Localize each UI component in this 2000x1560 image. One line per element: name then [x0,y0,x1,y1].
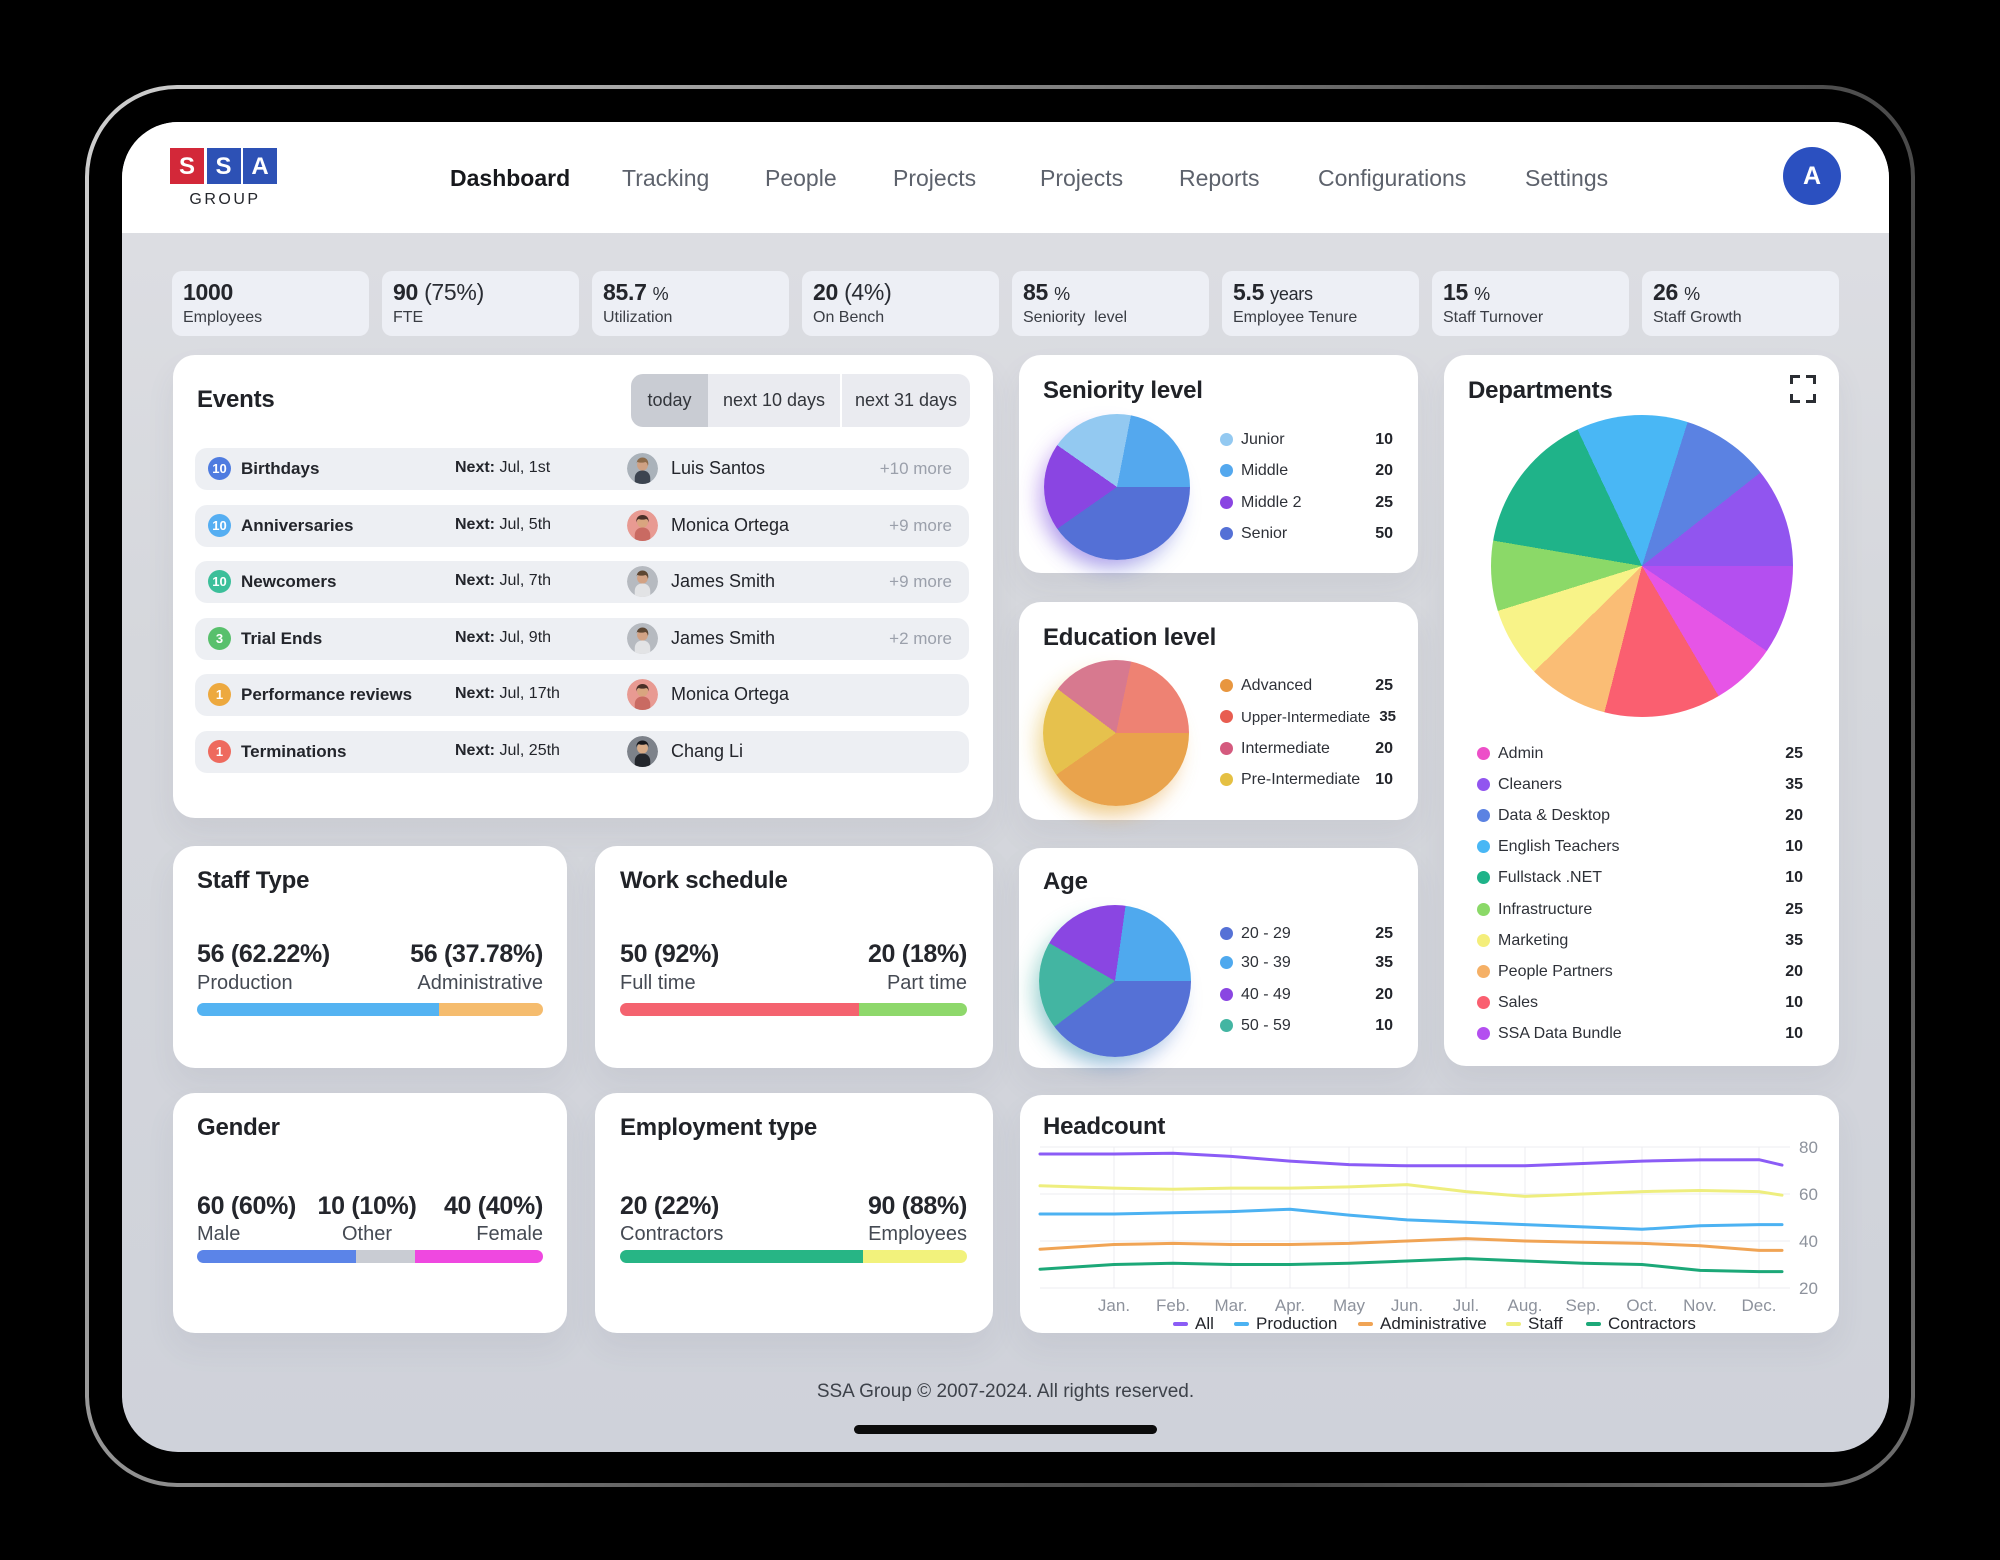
svg-text:Mar.: Mar. [1214,1296,1247,1315]
svg-text:80: 80 [1799,1138,1818,1157]
svg-text:40: 40 [1799,1232,1818,1251]
svg-text:60: 60 [1799,1185,1818,1204]
svg-text:20: 20 [1799,1279,1818,1298]
svg-text:Contractors: Contractors [1608,1314,1696,1333]
svg-text:Sep.: Sep. [1566,1296,1601,1315]
svg-text:Production: Production [1256,1314,1337,1333]
svg-text:Staff: Staff [1528,1314,1563,1333]
svg-text:May: May [1333,1296,1366,1315]
svg-text:Jun.: Jun. [1391,1296,1423,1315]
svg-text:All: All [1195,1314,1214,1333]
svg-text:Aug.: Aug. [1508,1296,1543,1315]
svg-text:Oct.: Oct. [1626,1296,1657,1315]
svg-text:Administrative: Administrative [1380,1314,1487,1333]
svg-text:Feb.: Feb. [1156,1296,1190,1315]
svg-text:Nov.: Nov. [1683,1296,1717,1315]
svg-text:Jan.: Jan. [1098,1296,1130,1315]
svg-text:Apr.: Apr. [1275,1296,1305,1315]
svg-text:Dec.: Dec. [1742,1296,1777,1315]
svg-text:Jul.: Jul. [1453,1296,1479,1315]
